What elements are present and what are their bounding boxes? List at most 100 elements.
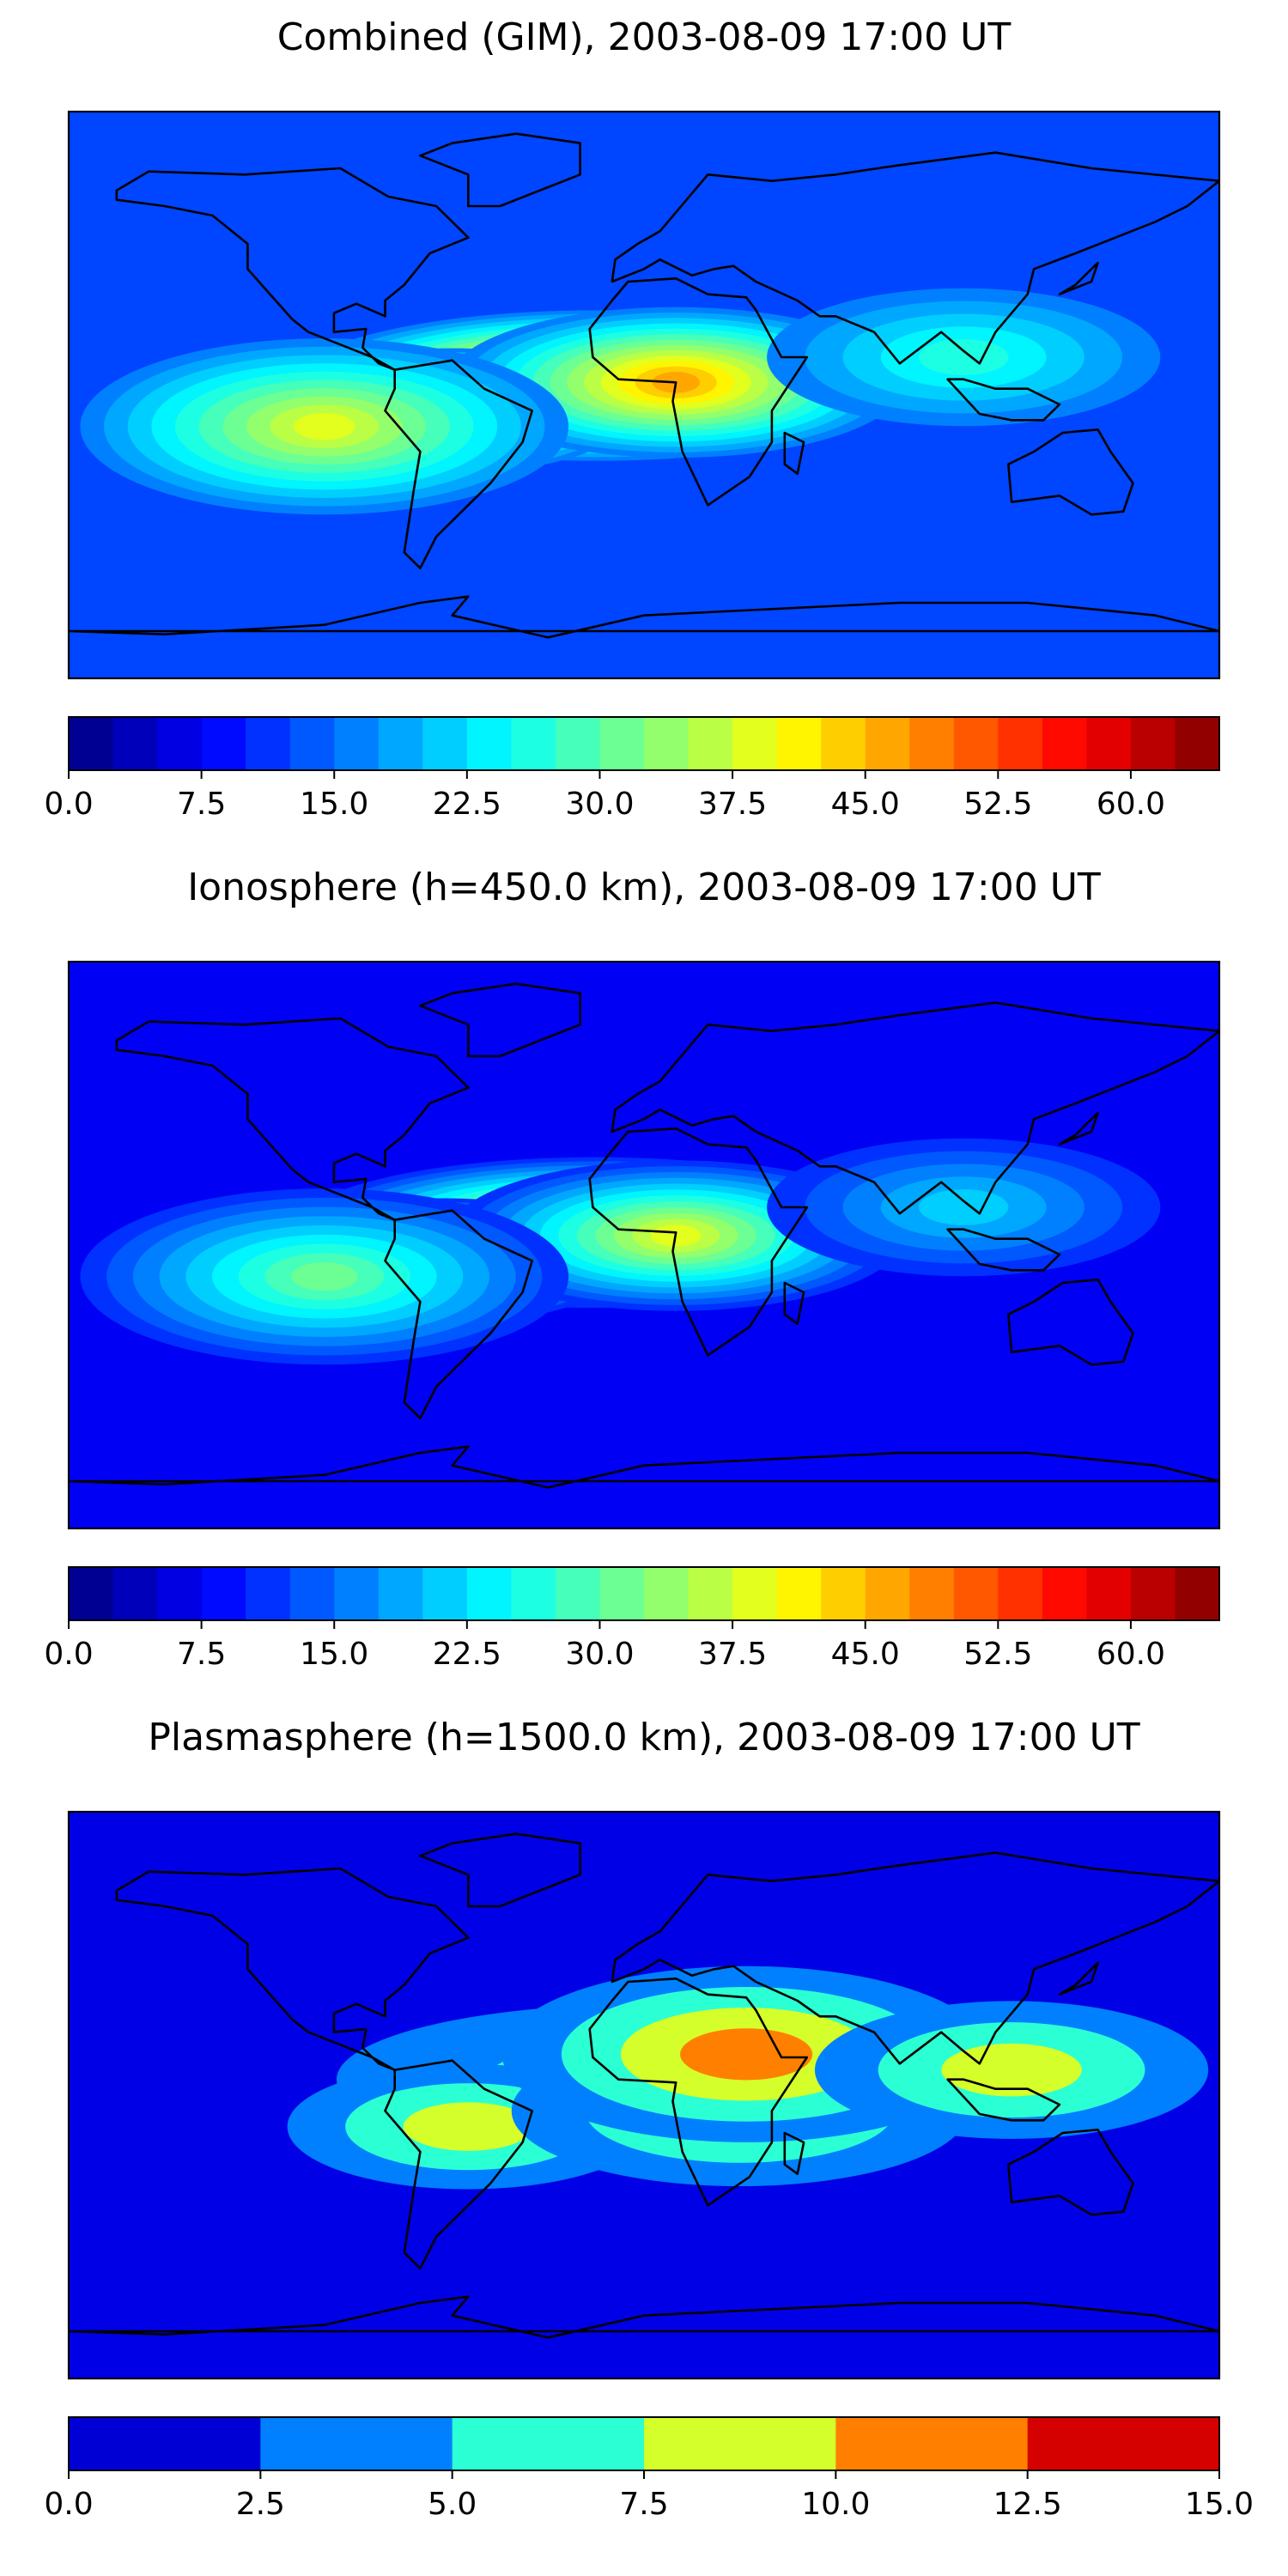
coastline-greenland	[419, 1832, 581, 1908]
tec-field	[69, 962, 1219, 1528]
colorbar-bin	[732, 717, 778, 770]
colorbar-bin	[599, 1567, 645, 1620]
colorbar-tick-label: 37.5	[698, 1637, 767, 1672]
colorbar-bin	[378, 717, 423, 770]
colorbar-bin	[998, 717, 1043, 770]
colorbar-bin	[732, 1567, 778, 1620]
colorbar-tick-label: 15.0	[300, 787, 368, 822]
colorbar-tick-label: 45.0	[831, 1637, 900, 1672]
colorbar-bin	[246, 717, 291, 770]
coastline-japan	[1058, 1111, 1099, 1145]
coastline-madagascar	[783, 431, 805, 476]
colorbar-bin	[998, 1567, 1043, 1620]
coastline-north-america	[115, 1867, 470, 2071]
map-title: Combined (GIM), 2003-08-09 17:00 UT	[277, 15, 1012, 59]
tec-field	[69, 1812, 1219, 2379]
colorbar-bin	[112, 717, 158, 770]
contour-east-africa-peak	[680, 2028, 813, 2081]
colorbar-bin	[776, 1567, 822, 1620]
coastline-eurasia	[611, 1001, 1219, 1215]
coastlines	[69, 982, 1219, 1489]
colorbar-bin	[776, 717, 822, 770]
coastline-japan	[1058, 1961, 1099, 1996]
colorbar-bin	[289, 717, 335, 770]
coastline-madagascar	[783, 2131, 805, 2175]
colorbar-bin	[835, 2417, 1029, 2470]
coastlines	[69, 1832, 1219, 2339]
colorbar-bin	[555, 717, 601, 770]
colorbar-tick-label: 15.0	[300, 1637, 368, 1672]
colorbar-frame	[68, 1566, 1220, 1621]
colorbar-bin	[69, 2417, 261, 2470]
colorbar-bin	[452, 2417, 645, 2470]
colorbar-frame	[68, 716, 1220, 771]
colorbar-bin	[688, 717, 733, 770]
colorbar-tick-label: 37.5	[698, 787, 767, 822]
map-title: Ionosphere (h=450.0 km), 2003-08-09 17:0…	[187, 866, 1101, 909]
coastline-antarctica	[69, 595, 1219, 639]
coastline-australia	[1007, 2129, 1134, 2216]
contour-pacific-crest	[291, 1261, 358, 1291]
coastline-greenland	[419, 132, 581, 208]
coastline-antarctica	[69, 2295, 1219, 2339]
contour-south-america-crest	[403, 2102, 533, 2151]
colorbar-bin	[289, 1567, 335, 1620]
coastline-indonesia	[946, 2078, 1061, 2122]
colorbar-bin	[112, 1567, 158, 1620]
colorbar-bin	[644, 1567, 690, 1620]
colorbar-bin	[1175, 1567, 1220, 1620]
colorbar-bin	[644, 2417, 836, 2470]
colorbar-bin	[260, 2417, 453, 2470]
colorbar-bin	[1086, 717, 1132, 770]
colorbar-tick-label: 0.0	[44, 2487, 93, 2522]
colorbar-bin	[1027, 2417, 1220, 2470]
colorbar-tick-label: 10.0	[801, 2487, 870, 2522]
contour-asia-crest	[919, 339, 1009, 375]
colorbar-bin	[422, 1567, 468, 1620]
colorbar-bin	[821, 1567, 866, 1620]
colorbar: 0.0 7.5 15.0 22.5 30.0 37.5 45.0 52.5 60.0	[44, 1566, 1220, 1672]
map-frame	[67, 110, 1221, 680]
coastline-eurasia	[611, 151, 1219, 365]
colorbar-bin	[555, 1567, 601, 1620]
coastline-japan	[1058, 261, 1099, 296]
tec-field	[69, 112, 1219, 678]
colorbar-bin	[201, 717, 246, 770]
colorbar-bin	[599, 717, 645, 770]
coastline-africa	[588, 276, 809, 507]
colorbar-tick-label: 30.0	[565, 787, 634, 822]
colorbar-bin	[69, 717, 114, 770]
colorbar-bin	[466, 1567, 512, 1620]
colorbar-bin	[466, 717, 512, 770]
coastline-australia	[1007, 428, 1134, 516]
colorbar-bin	[688, 1567, 733, 1620]
colorbar-bin	[69, 1567, 114, 1620]
colorbar-tick-label: 45.0	[831, 787, 900, 822]
colorbar-tick-label: 22.5	[433, 787, 501, 822]
colorbar-tick-label: 7.5	[177, 1637, 226, 1672]
coastline-south-america	[384, 359, 534, 570]
colorbar-tick-label: 0.0	[44, 787, 93, 822]
coastline-north-america	[115, 167, 470, 372]
colorbar-tick-label: 60.0	[1097, 787, 1165, 822]
colorbar-bin	[422, 717, 468, 770]
colorbar-bin	[201, 1567, 246, 1620]
map-title: Plasmasphere (h=1500.0 km), 2003-08-09 1…	[148, 1716, 1139, 1759]
colorbar: 0.0 2.5 5.0 7.5 10.0 12.5 15.0	[44, 2416, 1254, 2522]
colorbar-bin	[157, 717, 203, 770]
coastline-south-america	[384, 1209, 534, 1419]
colorbar-bin	[1130, 1567, 1176, 1620]
colorbar-bin	[644, 717, 690, 770]
colorbar-tick-label: 52.5	[963, 1637, 1032, 1672]
colorbar-tick-label: 52.5	[963, 787, 1032, 822]
colorbar-tick-label: 7.5	[619, 2487, 668, 2522]
coastline-eurasia	[611, 1851, 1219, 2065]
colorbar-bin	[378, 1567, 423, 1620]
coastline-africa	[588, 1978, 809, 2207]
contour-pacific-crest	[294, 413, 355, 440]
colorbar-tick-label: 2.5	[236, 2487, 285, 2522]
colorbar-bin	[1086, 1567, 1132, 1620]
colorbar-bin	[511, 717, 556, 770]
coastline-africa	[588, 1127, 809, 1357]
